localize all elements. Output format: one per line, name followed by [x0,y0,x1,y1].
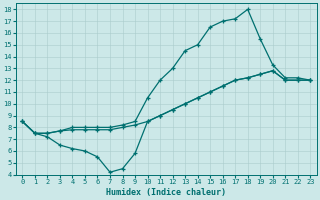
X-axis label: Humidex (Indice chaleur): Humidex (Indice chaleur) [106,188,226,197]
